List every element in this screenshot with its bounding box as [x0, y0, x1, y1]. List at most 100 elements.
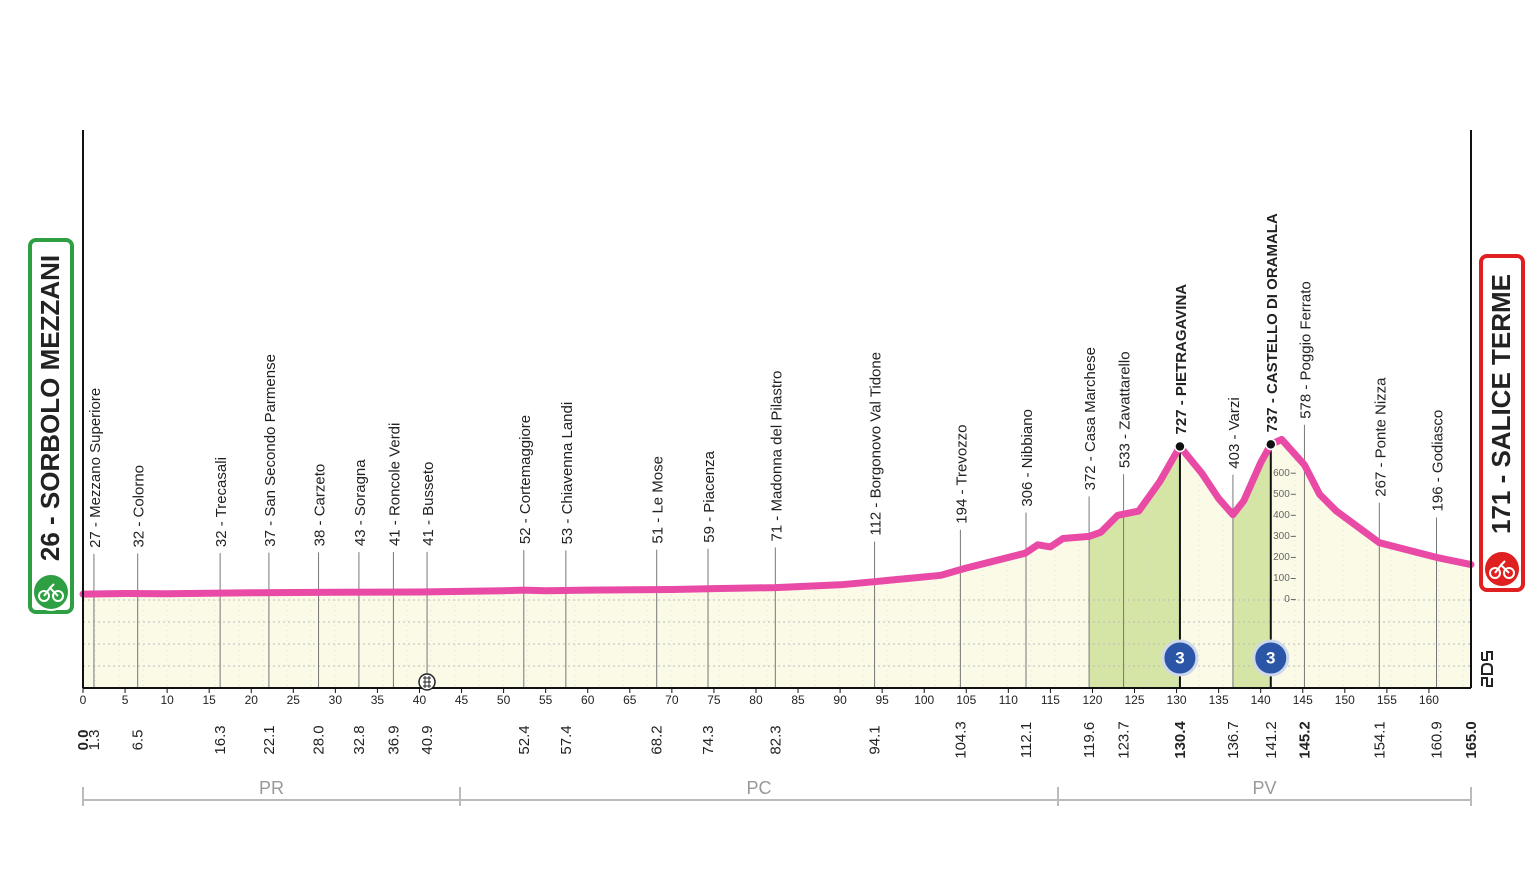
km-label: 104.3 — [952, 721, 969, 759]
province-label: PC — [746, 778, 771, 798]
waypoint-label: 403 - Varzi — [1226, 397, 1243, 468]
finish-icon — [1483, 550, 1521, 588]
waypoint-label: 737 - CASTELLO DI ORAMALA — [1264, 213, 1281, 432]
waypoint-label: 41 - Roncole Verdi — [386, 423, 403, 546]
y-tick-label: 400 — [1273, 510, 1290, 521]
province-label: PV — [1252, 778, 1276, 798]
x-tick-label: 45 — [455, 693, 469, 707]
x-tick-label: 35 — [371, 693, 385, 707]
waypoint-label: 267 - Ponte Nizza — [1372, 377, 1389, 497]
x-tick-label: 145 — [1293, 693, 1313, 707]
start-name: 26 - SORBOLO MEZZANI — [35, 255, 65, 561]
x-tick-label: 155 — [1377, 693, 1397, 707]
km-label: 130.4 — [1172, 721, 1189, 759]
x-tick-label: 10 — [160, 693, 174, 707]
waypoint-label: 27 - Mezzano Superiore — [87, 388, 104, 548]
x-tick-label: 25 — [287, 693, 301, 707]
km-label: 32.8 — [351, 725, 368, 754]
y-tick-label: 500 — [1273, 489, 1290, 500]
x-tick-label: 85 — [791, 693, 805, 707]
top-layer: 0 5 10 15 20 25 30 35 40 45 50 55 60 65 70 75 80 85 90 95 10… — [75, 213, 1480, 759]
waypoint-label: 41 - Busseto — [420, 462, 437, 546]
x-tick-label: 80 — [749, 693, 763, 707]
x-tick-label: 60 — [581, 693, 595, 707]
province-bracket — [82, 787, 1472, 806]
x-tick-label: 5 — [122, 693, 129, 707]
waypoint-lines — [93, 424, 1438, 688]
climb-badge — [1161, 639, 1199, 677]
x-tick-label: 70 — [665, 693, 679, 707]
km-label: 160.9 — [1428, 721, 1445, 759]
x-tick-label: 95 — [875, 693, 889, 707]
km-label: 22.1 — [261, 725, 278, 754]
km-label: 0.0 — [75, 730, 92, 751]
km-label: 16.3 — [212, 725, 229, 754]
x-tick-label: 50 — [497, 693, 511, 707]
km-label: 52.4 — [516, 725, 533, 754]
x-tick-label: 20 — [245, 693, 259, 707]
summit-dot — [1174, 440, 1186, 453]
waypoint-label: 112 - Borgonovo Val Tidone — [868, 352, 885, 536]
summit-dot — [1265, 438, 1277, 451]
province-label: PR — [259, 778, 284, 798]
sds-mark — [1481, 651, 1493, 687]
waypoint-label: 533 - Zavattarello — [1117, 351, 1134, 468]
climb-category: 3 — [1175, 648, 1184, 667]
x-tick-label: 120 — [1082, 693, 1102, 707]
km-label: 74.3 — [700, 725, 717, 754]
waypoint-label: 196 - Godiasco — [1429, 410, 1446, 512]
km-label: 145.2 — [1296, 721, 1313, 759]
dotted-grid — [83, 440, 1471, 688]
x-tick-label: 100 — [914, 693, 934, 707]
start-box — [28, 238, 74, 614]
x-tick-label: 55 — [539, 693, 553, 707]
waypoint-label: 372 - Casa Marchese — [1082, 347, 1099, 490]
waypoint-label: 59 - Piacenza — [701, 450, 718, 542]
waypoint-label: 52 - Cortemaggiore — [517, 415, 534, 544]
km-label: 6.5 — [130, 730, 147, 751]
km-label: 36.9 — [385, 725, 402, 754]
waypoint-label: 306 - Nibbiano — [1019, 409, 1036, 507]
waypoint-label: 32 - Trecasali — [213, 457, 230, 547]
km-label: 40.9 — [419, 725, 436, 754]
waypoint-label: 53 - Chiavenna Landi — [559, 402, 576, 545]
x-tick-label: 135 — [1209, 693, 1229, 707]
km-label: 154.1 — [1371, 721, 1388, 759]
waypoint-label: 71 - Madonna del Pilastro — [768, 371, 785, 542]
start-icon — [32, 573, 70, 611]
y-tick-label: 600 — [1273, 468, 1290, 479]
x-tick-label: 15 — [203, 693, 217, 707]
x-tick-label: 65 — [623, 693, 637, 707]
km-label: 165.0 — [1463, 721, 1480, 759]
y-tick-label: 100 — [1273, 573, 1290, 584]
x-tick-label: 125 — [1124, 693, 1144, 707]
km-label: 1.3 — [86, 730, 103, 751]
km-label: 136.7 — [1225, 721, 1242, 759]
x-tick-label: 105 — [956, 693, 976, 707]
x-tick-label: 150 — [1335, 693, 1355, 707]
km-label: 112.1 — [1018, 722, 1035, 758]
x-tick-label: 30 — [329, 693, 343, 707]
waypoint-label: 32 - Colorno — [131, 465, 148, 548]
waypoint-label: 194 - Trevozzo — [953, 424, 970, 523]
km-label: 94.1 — [867, 725, 884, 754]
waypoint-label: 51 - Le Mose — [650, 456, 667, 544]
climb-category: 3 — [1266, 648, 1275, 667]
x-tick-label: 40 — [413, 693, 427, 707]
start-bike — [38, 583, 64, 602]
finish-name: 171 - SALICE TERME — [1486, 274, 1516, 534]
waypoint-label: 578 - Poggio Ferrato — [1297, 281, 1314, 419]
km-label: 28.0 — [311, 725, 328, 754]
y-tick-label: 200 — [1273, 552, 1290, 563]
km-label: 119.6 — [1081, 722, 1098, 758]
x-tick-label: 115 — [1041, 693, 1060, 707]
climb-badge — [1252, 639, 1290, 677]
x-tick-label: 75 — [707, 693, 721, 707]
x-tick-label: 140 — [1251, 693, 1271, 707]
waypoint-label: 43 - Soragna — [352, 459, 369, 546]
x-tick-label: 130 — [1167, 693, 1187, 707]
km-label: 57.4 — [558, 725, 575, 754]
x-tick-label: 110 — [999, 693, 1018, 707]
